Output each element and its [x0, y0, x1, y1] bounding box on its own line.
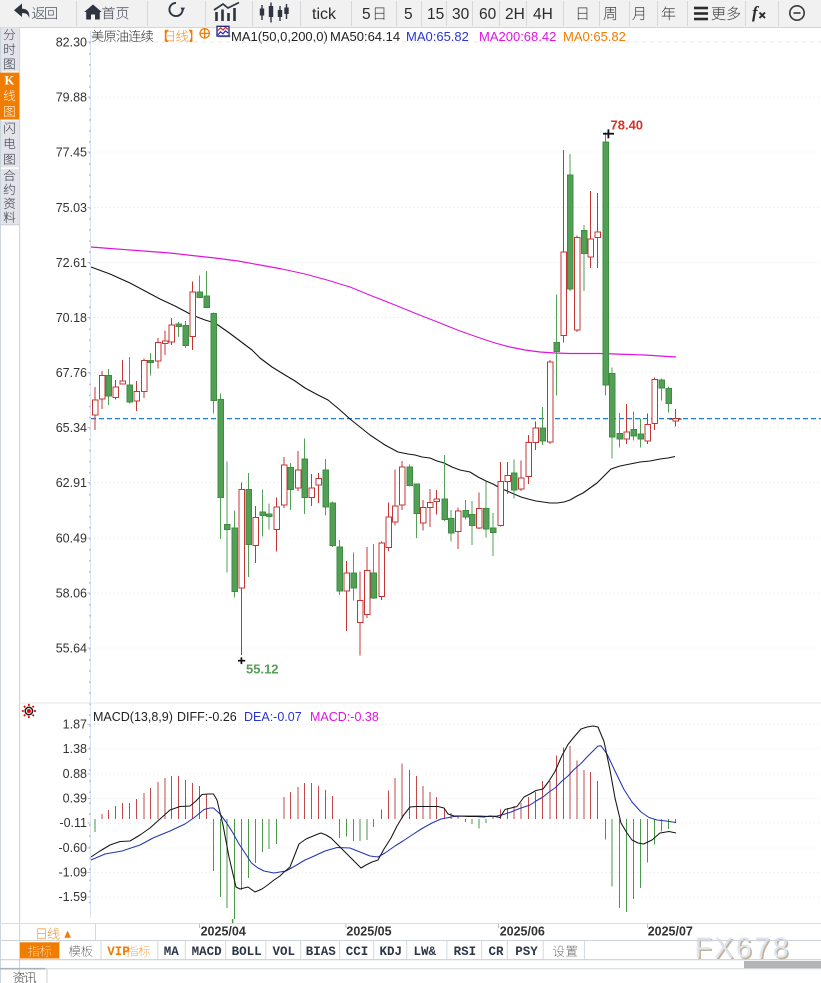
svg-text:KDJ: KDJ — [379, 945, 402, 959]
svg-text:58.06: 58.06 — [56, 586, 87, 600]
svg-text:MACD: MACD — [192, 945, 223, 959]
svg-text:62.91: 62.91 — [56, 476, 87, 490]
svg-text:DIFF:-0.26: DIFF:-0.26 — [177, 710, 237, 724]
svg-text:1.87: 1.87 — [63, 718, 87, 732]
svg-text:BOLL: BOLL — [232, 945, 262, 959]
svg-text:78.40: 78.40 — [611, 118, 644, 133]
svg-text:VIP: VIP — [107, 945, 130, 959]
svg-text:60: 60 — [479, 6, 497, 23]
svg-text:60.49: 60.49 — [56, 531, 87, 545]
svg-text:67.76: 67.76 — [56, 366, 87, 380]
svg-text:4H: 4H — [533, 6, 553, 23]
svg-text:FX678: FX678 — [696, 934, 792, 966]
svg-text:BIAS: BIAS — [306, 945, 337, 959]
svg-text:MA1(50,0,200,0): MA1(50,0,200,0) — [231, 29, 328, 44]
svg-text:MA50:64.14: MA50:64.14 — [330, 29, 400, 44]
svg-text:70.18: 70.18 — [56, 311, 87, 325]
svg-text:MA0:65.82: MA0:65.82 — [563, 29, 626, 44]
svg-text:65.34: 65.34 — [56, 421, 87, 435]
svg-text:CCI: CCI — [346, 945, 369, 959]
svg-text:30: 30 — [452, 6, 470, 23]
svg-text:79.88: 79.88 — [56, 91, 87, 105]
svg-text:MA0:65.82: MA0:65.82 — [406, 29, 469, 44]
svg-text:15: 15 — [427, 6, 444, 23]
svg-text:-0.11: -0.11 — [59, 816, 87, 830]
svg-text:MACD:-0.38: MACD:-0.38 — [310, 710, 379, 724]
svg-text:75.03: 75.03 — [56, 201, 87, 215]
svg-text:tick: tick — [312, 6, 337, 23]
svg-text:72.61: 72.61 — [56, 256, 87, 270]
svg-text:2H: 2H — [505, 6, 525, 23]
svg-text:DEA:-0.07: DEA:-0.07 — [244, 710, 302, 724]
svg-text:VOL: VOL — [272, 945, 295, 959]
svg-text:PSY: PSY — [515, 945, 538, 959]
svg-text:K: K — [5, 74, 15, 88]
svg-text:2025/06: 2025/06 — [500, 925, 545, 939]
svg-text:82.30: 82.30 — [56, 36, 87, 50]
svg-text:5: 5 — [404, 6, 413, 23]
svg-text:0.88: 0.88 — [63, 767, 87, 781]
svg-text:MA200:68.42: MA200:68.42 — [479, 29, 556, 44]
svg-text:55.64: 55.64 — [56, 642, 87, 656]
svg-text:0.39: 0.39 — [63, 791, 87, 805]
svg-text:CR: CR — [488, 945, 504, 959]
svg-text:-1.09: -1.09 — [59, 865, 88, 879]
svg-text:55.12: 55.12 — [246, 662, 279, 677]
svg-text:2025/04: 2025/04 — [201, 925, 246, 939]
svg-text:MACD(13,8,9): MACD(13,8,9) — [93, 710, 173, 724]
svg-text:-0.60: -0.60 — [59, 841, 88, 855]
svg-text:-1.59: -1.59 — [59, 890, 88, 904]
svg-text:MA: MA — [164, 945, 180, 959]
svg-text:FX678: FX678 — [695, 933, 791, 965]
svg-text:2025/05: 2025/05 — [346, 925, 391, 939]
svg-text:5: 5 — [362, 6, 371, 23]
svg-text:2025/07: 2025/07 — [648, 925, 693, 939]
svg-text:f: f — [752, 3, 760, 22]
svg-text:RSI: RSI — [454, 945, 477, 959]
svg-text:LW&: LW& — [413, 945, 436, 959]
svg-text:1.38: 1.38 — [63, 742, 87, 756]
svg-text:77.45: 77.45 — [56, 146, 87, 160]
